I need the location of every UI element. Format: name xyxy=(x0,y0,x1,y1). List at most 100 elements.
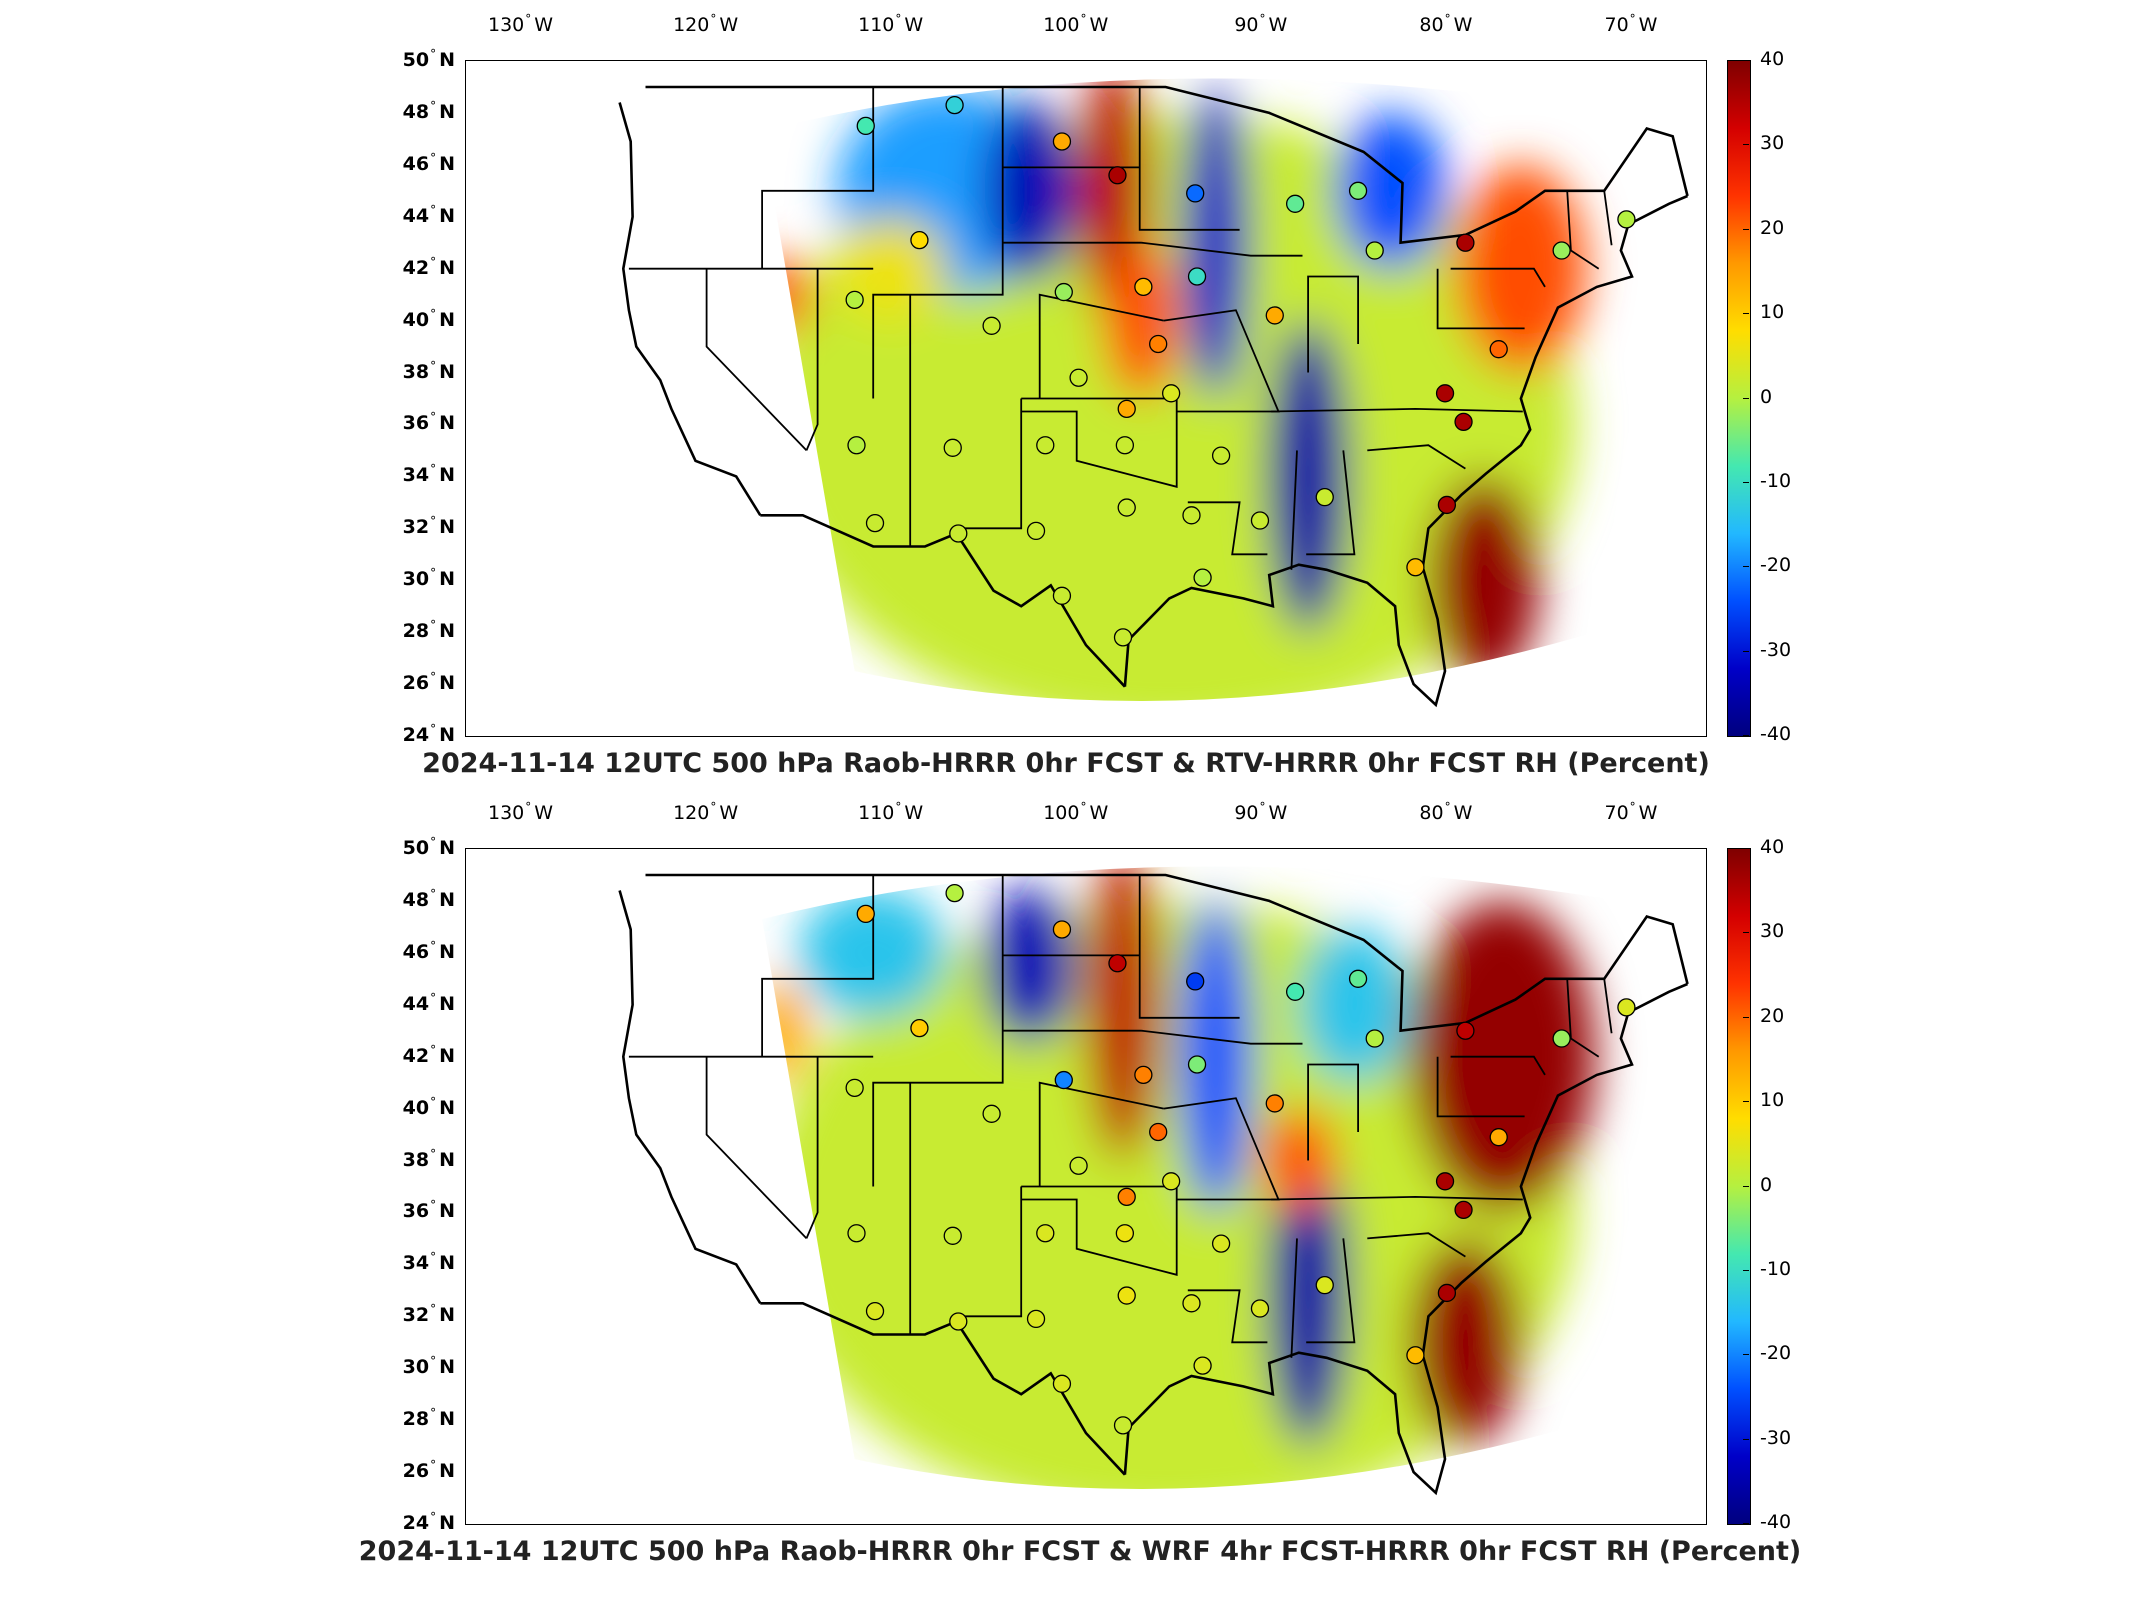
raob-station-marker[interactable] xyxy=(910,230,929,250)
raob-station-marker[interactable] xyxy=(1285,194,1305,213)
colorbar-tick-mark xyxy=(1743,313,1749,315)
raob-station-marker[interactable] xyxy=(1054,282,1073,302)
raob-station-marker[interactable] xyxy=(1250,511,1270,530)
raob-station-marker[interactable] xyxy=(1115,1224,1135,1243)
colorbar-tick-label: 30 xyxy=(1760,132,1785,155)
raob-station-marker[interactable] xyxy=(1117,399,1136,419)
raob-station-marker[interactable] xyxy=(1187,267,1207,286)
colorbar-tick-label: 30 xyxy=(1760,920,1785,943)
raob-station-marker[interactable] xyxy=(845,1078,864,1097)
state-border xyxy=(1138,875,1240,1019)
raob-station-marker[interactable] xyxy=(1036,436,1055,455)
raob-station-marker[interactable] xyxy=(1489,1128,1508,1147)
raob-station-marker[interactable] xyxy=(945,95,964,115)
raob-station-marker[interactable] xyxy=(1435,384,1455,403)
raob-station-marker[interactable] xyxy=(1115,436,1135,455)
raob-station-marker[interactable] xyxy=(865,513,885,533)
raob-station-marker[interactable] xyxy=(847,436,866,455)
raob-station-marker[interactable] xyxy=(1315,1276,1334,1295)
raob-station-marker[interactable] xyxy=(1365,241,1384,260)
raob-station-marker[interactable] xyxy=(1454,412,1473,432)
raob-station-marker[interactable] xyxy=(1285,982,1305,1001)
raob-station-marker[interactable] xyxy=(1069,368,1088,387)
raob-station-marker[interactable] xyxy=(856,904,875,924)
raob-station-marker[interactable] xyxy=(1108,954,1127,973)
raob-station-marker[interactable] xyxy=(845,290,864,309)
raob-station-marker[interactable] xyxy=(1161,1172,1181,1191)
state-border xyxy=(1271,407,1523,413)
raob-station-marker[interactable] xyxy=(1211,1234,1231,1253)
raob-station-marker[interactable] xyxy=(1250,1299,1270,1318)
raob-station-marker[interactable] xyxy=(1026,521,1046,541)
raob-station-marker[interactable] xyxy=(1113,628,1133,647)
raob-station-marker[interactable] xyxy=(1265,306,1284,325)
raob-station-marker[interactable] xyxy=(1437,495,1457,515)
raob-station-marker[interactable] xyxy=(1108,166,1127,185)
state-border xyxy=(1603,978,1613,1034)
raob-station-marker[interactable] xyxy=(1348,969,1368,988)
raob-station-marker[interactable] xyxy=(1186,184,1205,203)
longitude-tick-label: 130° W xyxy=(487,12,554,36)
raob-station-marker[interactable] xyxy=(1182,506,1201,525)
raob-station-marker[interactable] xyxy=(1117,1286,1136,1305)
raob-station-marker[interactable] xyxy=(949,524,968,543)
raob-station-marker[interactable] xyxy=(1211,446,1231,465)
rh-region xyxy=(984,99,1077,282)
longitude-tick-label: 130° W xyxy=(487,800,554,824)
raob-station-marker[interactable] xyxy=(1406,558,1425,577)
raob-station-marker[interactable] xyxy=(1265,1094,1284,1113)
raob-station-marker[interactable] xyxy=(1456,233,1475,252)
top-map[interactable] xyxy=(465,60,1707,737)
raob-station-marker[interactable] xyxy=(1069,1156,1088,1175)
raob-station-marker[interactable] xyxy=(1456,1021,1475,1040)
raob-station-marker[interactable] xyxy=(1454,1200,1473,1220)
state-border xyxy=(1138,87,1240,231)
raob-station-marker[interactable] xyxy=(856,116,875,136)
raob-station-marker[interactable] xyxy=(1617,210,1636,229)
raob-station-marker[interactable] xyxy=(1052,586,1072,605)
raob-station-marker[interactable] xyxy=(1186,972,1205,991)
raob-station-marker[interactable] xyxy=(1552,241,1571,260)
raob-station-marker[interactable] xyxy=(1117,498,1136,517)
raob-station-marker[interactable] xyxy=(1134,1065,1153,1085)
raob-station-marker[interactable] xyxy=(1437,1283,1457,1303)
bottom-map[interactable] xyxy=(465,848,1707,1525)
raob-station-marker[interactable] xyxy=(1617,998,1636,1017)
raob-station-marker[interactable] xyxy=(1161,384,1181,403)
raob-station-marker[interactable] xyxy=(949,1312,968,1331)
raob-station-marker[interactable] xyxy=(1315,488,1334,507)
raob-station-marker[interactable] xyxy=(910,1018,929,1038)
raob-station-marker[interactable] xyxy=(1054,1070,1073,1090)
raob-station-marker[interactable] xyxy=(1182,1294,1201,1313)
raob-station-marker[interactable] xyxy=(1052,132,1072,151)
raob-station-marker[interactable] xyxy=(1435,1172,1455,1191)
rh-region xyxy=(1104,242,1179,399)
raob-station-marker[interactable] xyxy=(1149,1122,1168,1142)
longitude-tick-label: 100° W xyxy=(1043,800,1109,824)
raob-station-marker[interactable] xyxy=(982,316,1001,335)
raob-station-marker[interactable] xyxy=(943,1226,962,1245)
raob-station-marker[interactable] xyxy=(1406,1346,1425,1365)
raob-station-marker[interactable] xyxy=(1489,340,1508,359)
raob-station-marker[interactable] xyxy=(1187,1055,1207,1074)
raob-station-marker[interactable] xyxy=(1113,1416,1133,1435)
raob-station-marker[interactable] xyxy=(865,1301,885,1321)
raob-station-marker[interactable] xyxy=(982,1104,1001,1123)
raob-station-marker[interactable] xyxy=(1552,1029,1571,1048)
raob-station-marker[interactable] xyxy=(1365,1029,1384,1048)
raob-station-marker[interactable] xyxy=(1193,568,1212,587)
raob-station-marker[interactable] xyxy=(1149,334,1168,354)
raob-station-marker[interactable] xyxy=(1026,1309,1046,1329)
state-border xyxy=(1021,397,1178,488)
raob-station-marker[interactable] xyxy=(945,883,964,903)
state-border xyxy=(1187,1289,1268,1344)
raob-station-marker[interactable] xyxy=(1134,277,1153,297)
raob-station-marker[interactable] xyxy=(1348,181,1368,200)
raob-station-marker[interactable] xyxy=(1193,1356,1212,1375)
raob-station-marker[interactable] xyxy=(1052,920,1072,939)
raob-station-marker[interactable] xyxy=(1036,1224,1055,1243)
raob-station-marker[interactable] xyxy=(1052,1374,1072,1393)
raob-station-marker[interactable] xyxy=(943,438,962,457)
raob-station-marker[interactable] xyxy=(1117,1187,1136,1207)
raob-station-marker[interactable] xyxy=(847,1224,866,1243)
